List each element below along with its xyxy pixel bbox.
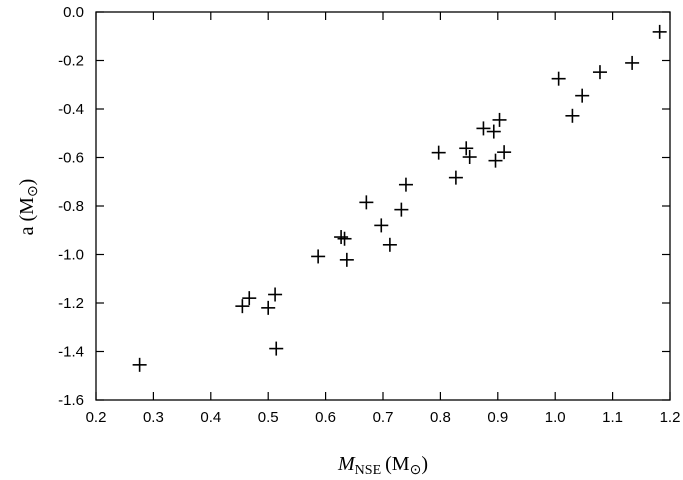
data-point-plus bbox=[261, 300, 276, 315]
data-point-plus bbox=[575, 88, 590, 103]
data-point-plus bbox=[652, 24, 667, 39]
x-label-main: M bbox=[337, 453, 356, 475]
data-point-plus bbox=[359, 195, 374, 210]
y-tick-label: -1.0 bbox=[58, 247, 84, 264]
data-point-plus bbox=[486, 124, 501, 139]
y-tick-label: -0.6 bbox=[58, 150, 84, 167]
y-tick-label: -0.4 bbox=[58, 101, 84, 118]
y-tick-label: -1.2 bbox=[58, 295, 84, 312]
y-label-unit-close: ) bbox=[16, 179, 38, 186]
data-point-plus bbox=[374, 218, 389, 233]
y-axis-label: a (M⊙) bbox=[16, 179, 41, 236]
data-point-plus bbox=[459, 141, 474, 156]
data-point-plus bbox=[625, 55, 640, 70]
data-point-plus bbox=[132, 357, 147, 372]
y-tick-label: -1.4 bbox=[58, 344, 84, 361]
data-point-plus bbox=[337, 231, 352, 246]
data-point-plus bbox=[565, 108, 580, 123]
y-tick-label: -0.8 bbox=[58, 198, 84, 215]
data-point-plus bbox=[334, 230, 349, 245]
tick-labels: 0.2 0.3 0.4 0.5 0.6 0.7 0.8 0.9 1.0 1.1 1.2 0.0 -0.2… bbox=[58, 4, 680, 426]
data-point-plus bbox=[235, 299, 250, 314]
data-point-plus bbox=[476, 121, 491, 136]
x-label-unit-close: ) bbox=[421, 453, 428, 475]
x-tick-label: 0.8 bbox=[430, 409, 451, 426]
y-tick-label: 0.0 bbox=[63, 4, 84, 21]
y-tick-label: -1.6 bbox=[58, 392, 84, 409]
data-point-plus bbox=[462, 150, 477, 165]
y-label-sun-symbol: ⊙ bbox=[26, 185, 41, 197]
x-label-sun-symbol: ⊙ bbox=[410, 463, 422, 478]
data-point-plus bbox=[488, 153, 503, 168]
x-tick-label: 1.1 bbox=[602, 409, 623, 426]
data-point-plus bbox=[382, 237, 397, 252]
x-tick-label: 0.5 bbox=[258, 409, 279, 426]
x-tick-label: 0.9 bbox=[487, 409, 508, 426]
data-point-plus bbox=[398, 177, 413, 192]
data-point-plus bbox=[269, 341, 284, 356]
x-label-sub: NSE bbox=[355, 463, 381, 478]
data-point-plus bbox=[551, 71, 566, 86]
data-point-plus bbox=[492, 112, 507, 127]
data-point-plus bbox=[268, 287, 283, 302]
plot-frame bbox=[95, 11, 671, 401]
x-axis-label: MNSE (M⊙) bbox=[337, 453, 428, 478]
data-point-plus bbox=[448, 170, 463, 185]
data-point-plus bbox=[394, 202, 409, 217]
data-point-plus bbox=[497, 145, 512, 160]
x-tick-label: 1.2 bbox=[660, 409, 681, 426]
x-tick-label: 0.4 bbox=[200, 409, 221, 426]
x-tick-label: 0.2 bbox=[86, 409, 107, 426]
data-point-plus bbox=[431, 145, 446, 160]
data-markers bbox=[132, 24, 667, 372]
x-label-unit: (M bbox=[385, 453, 410, 475]
data-point-plus bbox=[311, 249, 326, 264]
x-tick-label: 0.3 bbox=[143, 409, 164, 426]
data-point-plus bbox=[339, 252, 354, 267]
data-point-plus bbox=[592, 65, 607, 80]
x-tick-label: 1.0 bbox=[545, 409, 566, 426]
data-point-plus bbox=[242, 291, 257, 306]
x-tick-label: 0.6 bbox=[315, 409, 336, 426]
x-tick-label: 0.7 bbox=[373, 409, 394, 426]
y-label-main: a (M bbox=[16, 197, 38, 236]
y-tick-label: -0.2 bbox=[58, 53, 84, 70]
